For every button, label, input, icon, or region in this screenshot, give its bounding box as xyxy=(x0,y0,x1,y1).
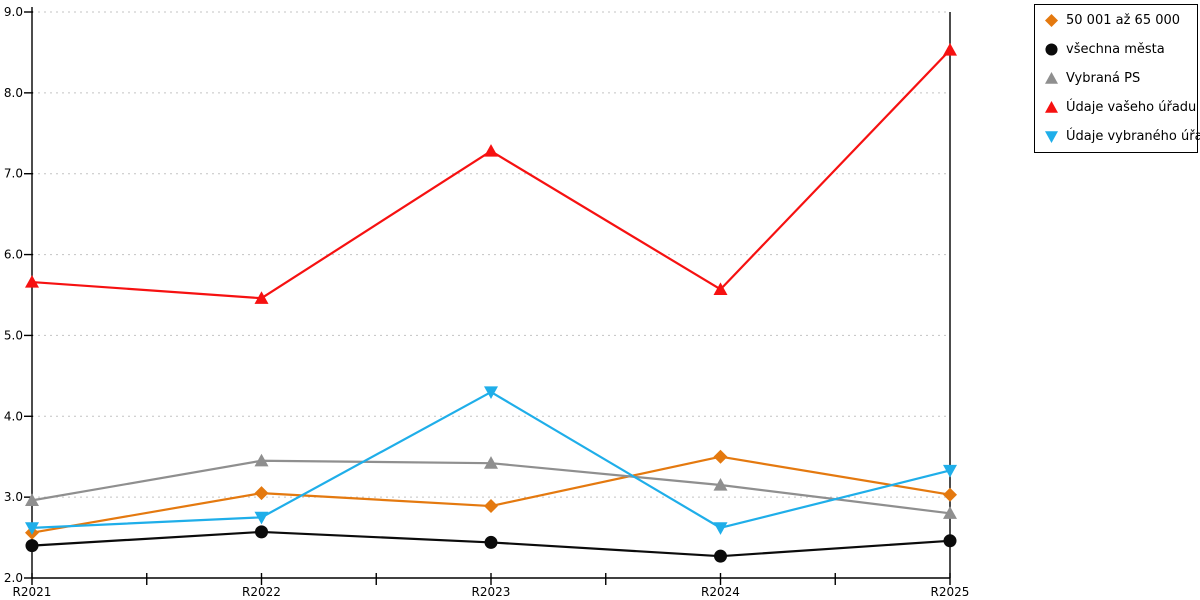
data-point-marker xyxy=(943,464,957,478)
data-point-marker xyxy=(713,478,728,491)
diamond-icon xyxy=(1045,14,1058,27)
legend-item: Údaje vybraného úřadu xyxy=(1044,129,1200,144)
x-tick-label: R2024 xyxy=(701,585,740,599)
y-tick-label: 4.0 xyxy=(4,409,23,423)
y-tick-label: 5.0 xyxy=(4,328,23,342)
data-point-marker xyxy=(254,511,269,525)
x-tick-label: R2022 xyxy=(242,585,281,599)
y-tick-label: 2.0 xyxy=(4,571,23,585)
data-point-marker xyxy=(713,449,728,464)
data-point-marker xyxy=(943,534,957,548)
legend-item: Vybraná PS xyxy=(1044,71,1191,86)
data-point-marker xyxy=(25,275,39,288)
data-point-marker xyxy=(484,535,498,549)
data-point-marker xyxy=(1045,131,1058,143)
triangle-down-icon xyxy=(1045,131,1058,143)
data-point-marker xyxy=(713,549,728,563)
x-tick-label: R2021 xyxy=(13,585,52,599)
data-point-marker xyxy=(1045,101,1058,113)
data-point-marker xyxy=(484,144,498,157)
data-point-marker xyxy=(254,486,269,501)
legend-item: všechna města xyxy=(1044,42,1191,57)
triangle-up-icon xyxy=(1045,72,1058,84)
data-point-marker xyxy=(254,291,269,304)
data-point-marker xyxy=(25,493,39,506)
series-markers xyxy=(25,449,957,540)
data-point-marker xyxy=(943,506,957,519)
x-tick-label: R2023 xyxy=(472,585,511,599)
data-point-marker xyxy=(254,525,269,539)
data-point-marker xyxy=(713,282,728,295)
data-point-marker xyxy=(484,499,498,514)
circle-icon xyxy=(1045,43,1058,56)
legend-label: Údaje vašeho úřadu xyxy=(1066,99,1197,115)
series-markers xyxy=(25,453,957,519)
legend: 50 001 až 65 000 všechna města Vybraná P… xyxy=(1034,4,1200,153)
series-markers xyxy=(25,386,957,535)
legend-label: Vybraná PS xyxy=(1066,70,1141,86)
triangle-up-icon xyxy=(1045,101,1058,113)
legend-item: 50 001 až 65 000 xyxy=(1044,13,1191,28)
data-point-marker xyxy=(1045,72,1058,84)
data-point-marker xyxy=(943,487,957,502)
data-point-marker xyxy=(943,43,957,56)
y-tick-label: 7.0 xyxy=(4,167,23,181)
legend-item: Údaje vašeho úřadu xyxy=(1044,100,1196,115)
series-markers xyxy=(25,525,957,563)
data-point-marker xyxy=(1045,43,1058,56)
data-point-marker xyxy=(25,522,39,535)
data-point-marker xyxy=(713,522,728,535)
y-tick-label: 8.0 xyxy=(4,86,23,100)
legend-label: Údaje vybraného úřadu xyxy=(1066,128,1200,144)
y-tick-label: 6.0 xyxy=(4,248,23,262)
y-tick-label: 3.0 xyxy=(4,490,23,504)
data-point-marker xyxy=(254,453,269,467)
legend-label: všechna města xyxy=(1066,41,1165,57)
data-point-marker xyxy=(1045,14,1058,27)
data-point-marker xyxy=(25,539,39,553)
data-point-marker xyxy=(484,386,498,400)
data-point-marker xyxy=(484,456,498,469)
x-tick-label: R2025 xyxy=(931,585,970,599)
legend-label: 50 001 až 65 000 xyxy=(1066,12,1181,28)
y-tick-label: 9.0 xyxy=(4,5,23,19)
series-markers xyxy=(25,43,957,304)
